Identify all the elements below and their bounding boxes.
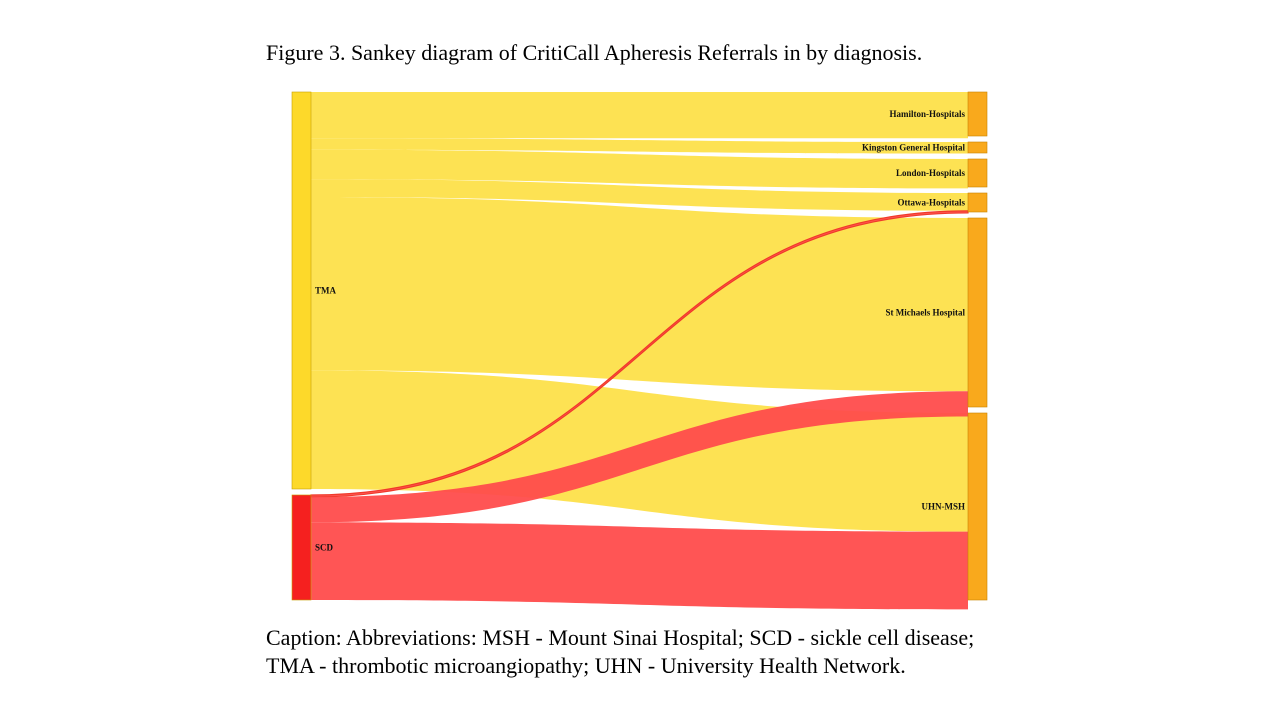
source-node-scd [291,494,312,601]
link-SCD-uhnmsh [311,522,968,610]
target-node-uhnmsh [967,412,988,601]
target-node-hamilton [967,91,988,137]
target-label-ottawa: Ottawa-Hospitals [898,198,966,208]
link-TMA-stmichaels [311,197,968,392]
figure-title: Figure 3. Sankey diagram of CritiCall Ap… [266,40,923,65]
link-TMA-london [311,149,968,189]
caption-line-2: TMA - thrombotic microangiopathy; UHN - … [266,653,906,678]
source-label-tma: TMA [315,285,336,295]
link-SCD-ottawa [310,210,969,498]
link-TMA-ottawa [311,179,968,211]
target-node-ottawa [967,192,988,213]
link-SCD-stmichaels [311,391,968,523]
target-label-london: London-Hospitals [896,168,966,178]
target-label-stmichaels: St Michaels Hospital [885,308,965,318]
link-TMA-hamilton [311,92,968,139]
target-label-kingston: Kingston General Hospital [862,143,966,153]
target-label-uhnmsh: UHN-MSH [922,502,966,512]
target-label-hamilton: Hamilton-Hospitals [889,109,965,119]
figure-caption: Caption: Abbreviations: MSH - Mount Sina… [266,624,1066,680]
sankey-links [310,92,969,610]
target-node-london [967,158,988,188]
sankey-nodes [291,91,988,601]
sankey-labels: TMA SCD Hamilton-Hospitals Kingston General… [315,109,965,552]
source-node-tma [291,91,312,490]
source-label-scd: SCD [315,542,334,552]
target-node-stmichaels [967,217,988,408]
target-node-kingston [967,141,988,154]
link-TMA-kingston [311,138,968,154]
caption-line-1: Caption: Abbreviations: MSH - Mount Sina… [266,625,975,650]
